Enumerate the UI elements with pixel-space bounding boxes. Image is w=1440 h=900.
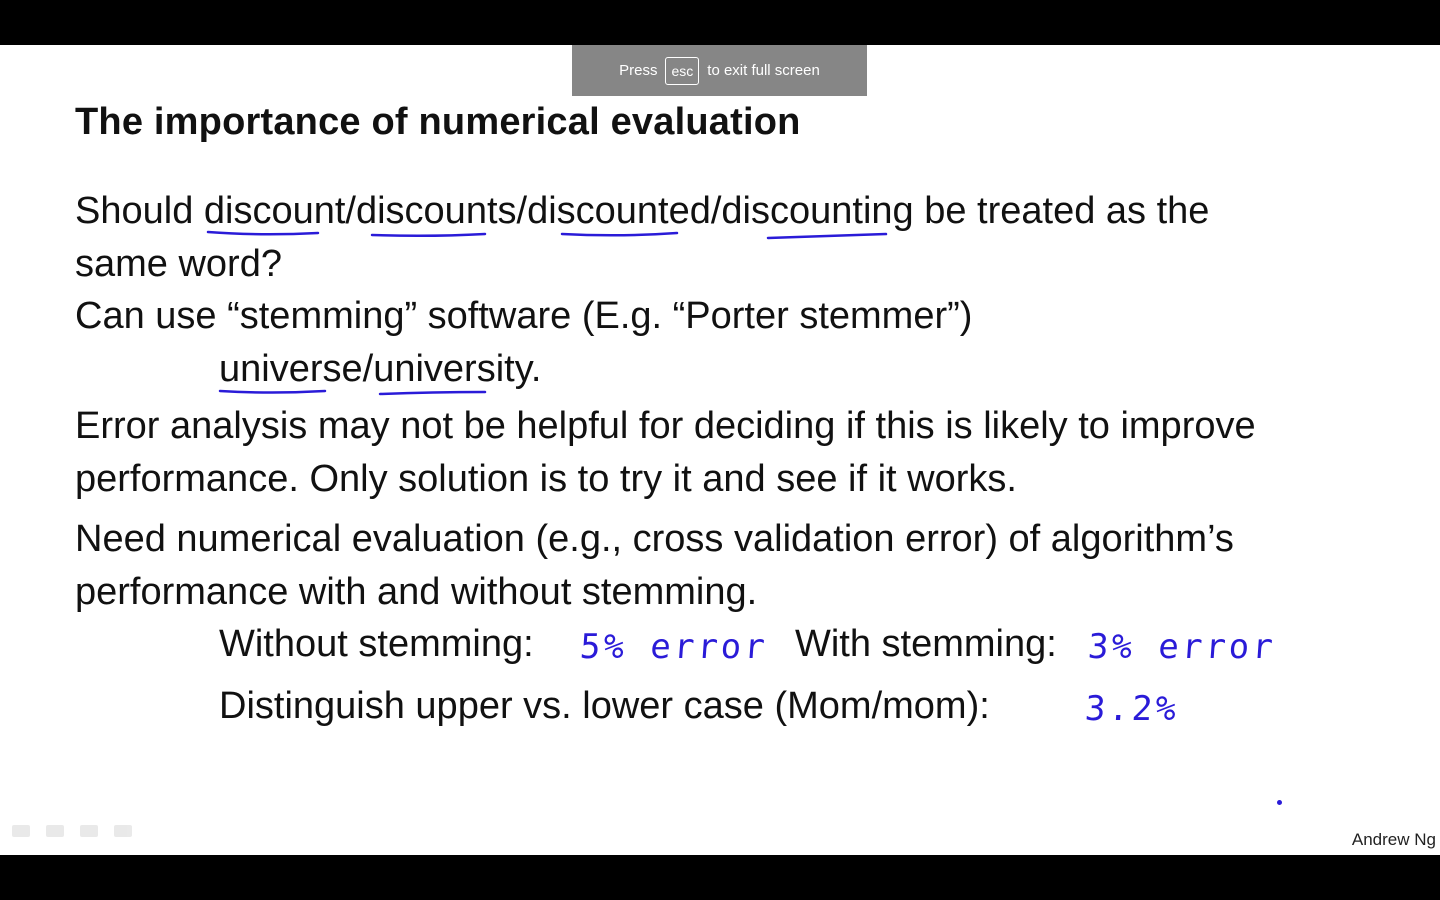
slide-line-6: performance. Only solution is to try it … [75, 458, 1017, 500]
underline-discounting [766, 232, 888, 240]
banner-exit-text: to exit full screen [707, 62, 820, 79]
slide-line-case: Distinguish upper vs. lower case (Mom/mo… [219, 685, 990, 727]
author-credit: Andrew Ng [1351, 830, 1436, 849]
slide-line-with-stemming: With stemming: [795, 623, 1057, 665]
slide-line-1: Should discount/discounts/discounted/dis… [75, 190, 1210, 232]
underline-discounted [560, 231, 679, 237]
underline-discounts [370, 232, 487, 238]
esc-key-badge: esc [665, 56, 700, 85]
ink-with-stemming-value: 3% error [1086, 627, 1278, 667]
slides-icon [80, 825, 98, 837]
slide-title: The importance of numerical evaluation [75, 101, 801, 143]
banner-press-text: Press [619, 62, 658, 79]
slide-canvas: The importance of numerical evaluation S… [0, 45, 1440, 855]
pen-icon [46, 825, 64, 837]
slide-line-7: Need numerical evaluation (e.g., cross v… [75, 518, 1234, 560]
top-letterbox [0, 0, 1440, 45]
bottom-letterbox [0, 855, 1440, 900]
slide-line-2: same word? [75, 243, 282, 285]
slide-line-without-stemming: Without stemming: [219, 623, 534, 665]
slide-line-4: universe/university. [219, 348, 542, 390]
ink-dot [1277, 800, 1282, 805]
slide-line-3: Can use “stemming” software (E.g. “Porte… [75, 295, 973, 337]
faint-slide-toolbar [12, 825, 132, 837]
ink-case-value: 3.2% [1083, 689, 1181, 729]
slide-line-8: performance with and without stemming. [75, 571, 758, 613]
fullscreen-exit-banner: Press esc to exit full screen [572, 45, 867, 96]
back-arrow-icon [12, 825, 30, 837]
underline-universe [218, 389, 327, 394]
ink-without-stemming-value: 5% error [578, 627, 770, 667]
slide-line-5: Error analysis may not be helpful for de… [75, 405, 1256, 447]
forward-arrow-icon [114, 825, 132, 837]
ink-underlines [206, 230, 888, 396]
underline-university [378, 390, 487, 396]
